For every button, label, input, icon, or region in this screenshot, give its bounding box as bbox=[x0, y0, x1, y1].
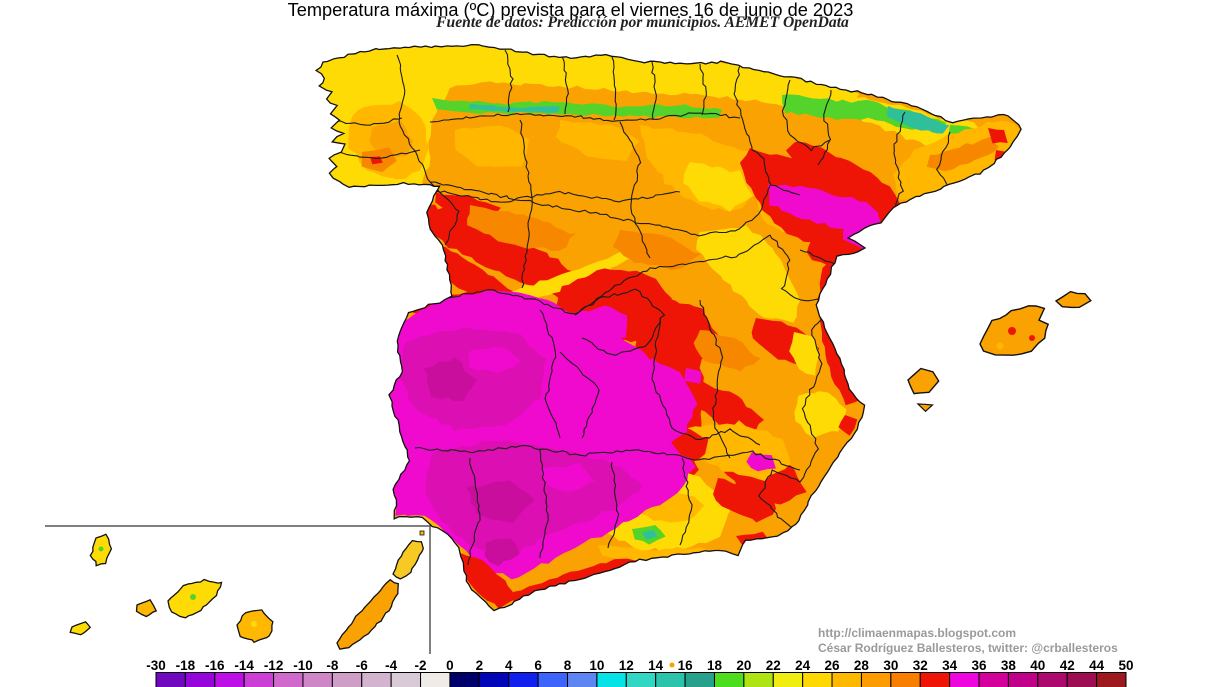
svg-text:-10: -10 bbox=[293, 658, 313, 673]
svg-text:34: 34 bbox=[942, 658, 958, 673]
svg-text:30: 30 bbox=[883, 658, 898, 673]
svg-text:10: 10 bbox=[589, 658, 604, 673]
svg-text:24: 24 bbox=[795, 658, 811, 673]
svg-text:16: 16 bbox=[678, 658, 694, 673]
svg-text:4: 4 bbox=[505, 658, 513, 673]
svg-text:-2: -2 bbox=[415, 658, 427, 673]
svg-text:32: 32 bbox=[913, 658, 928, 673]
svg-text:-6: -6 bbox=[356, 658, 368, 673]
svg-text:38: 38 bbox=[1001, 658, 1017, 673]
svg-text:12: 12 bbox=[619, 658, 634, 673]
svg-text:26: 26 bbox=[825, 658, 841, 673]
svg-text:6: 6 bbox=[534, 658, 542, 673]
svg-text:40: 40 bbox=[1030, 658, 1045, 673]
svg-text:-18: -18 bbox=[176, 658, 196, 673]
svg-text:-4: -4 bbox=[385, 658, 397, 673]
svg-text:0: 0 bbox=[446, 658, 454, 673]
svg-text:18: 18 bbox=[707, 658, 723, 673]
svg-text:-16: -16 bbox=[205, 658, 225, 673]
svg-text:20: 20 bbox=[736, 658, 751, 673]
svg-text:36: 36 bbox=[972, 658, 988, 673]
svg-text:2: 2 bbox=[476, 658, 484, 673]
svg-text:-12: -12 bbox=[264, 658, 284, 673]
svg-text:-8: -8 bbox=[326, 658, 338, 673]
svg-text:-14: -14 bbox=[234, 658, 254, 673]
svg-text:8: 8 bbox=[564, 658, 572, 673]
svg-text:22: 22 bbox=[766, 658, 781, 673]
svg-text:28: 28 bbox=[854, 658, 870, 673]
svg-text:-30: -30 bbox=[146, 658, 166, 673]
svg-text:14: 14 bbox=[648, 658, 664, 673]
svg-text:50: 50 bbox=[1118, 658, 1133, 673]
svg-text:44: 44 bbox=[1089, 658, 1105, 673]
svg-text:42: 42 bbox=[1060, 658, 1075, 673]
